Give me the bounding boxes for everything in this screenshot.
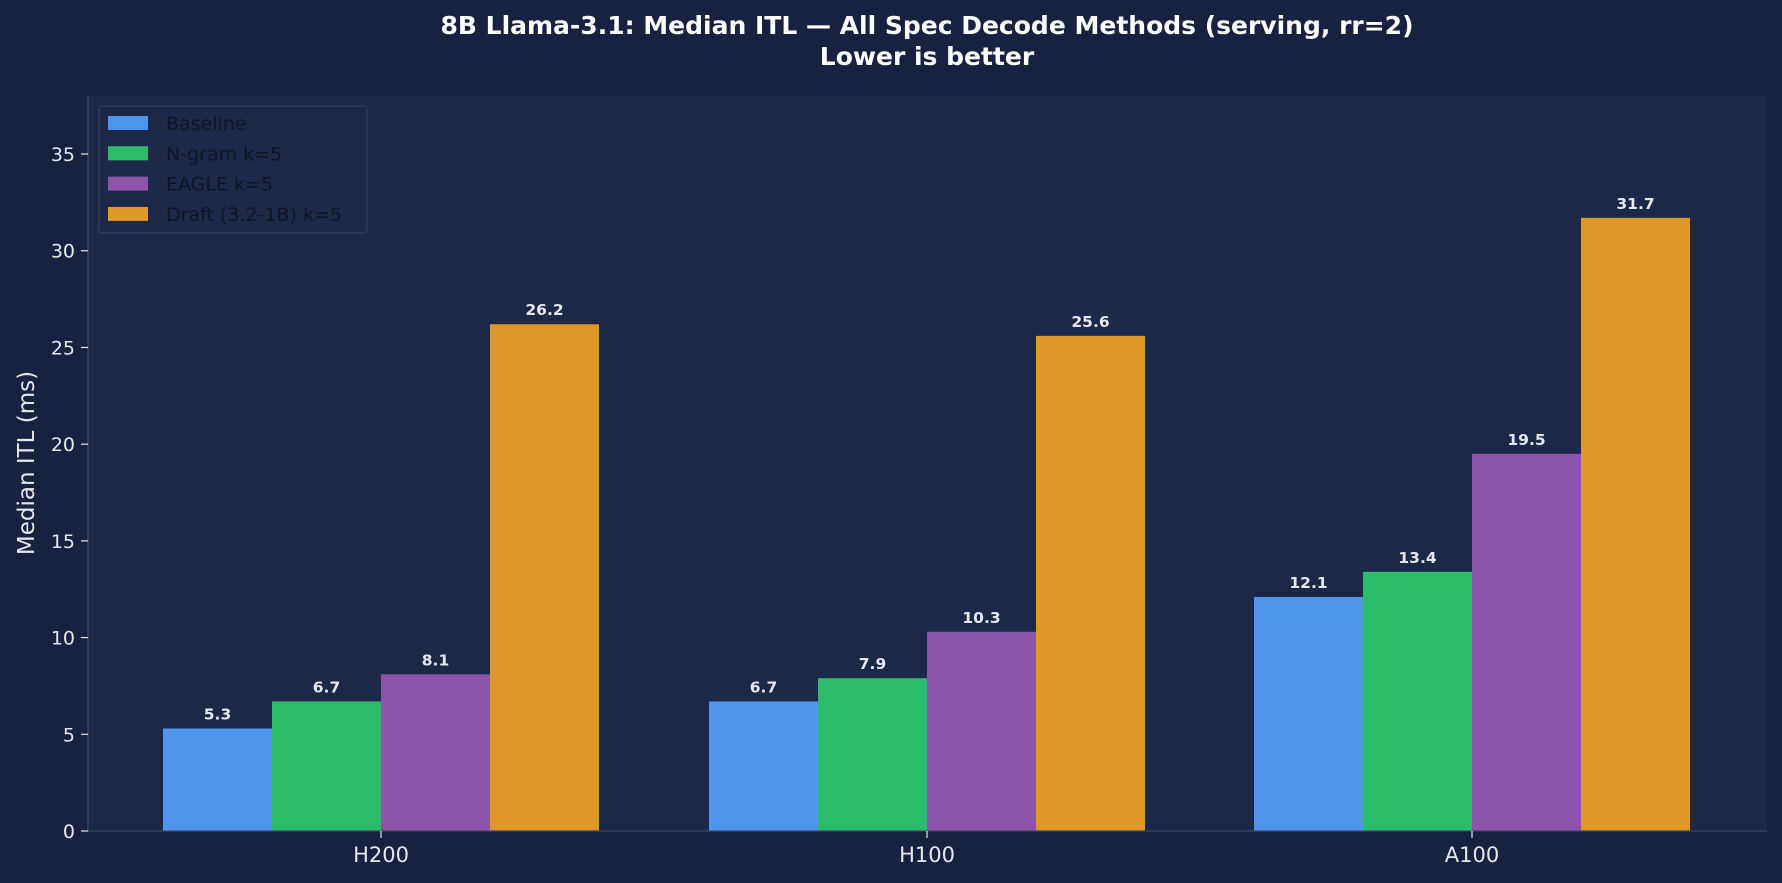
data-label: 26.2 [525, 301, 563, 319]
y-tick-label: 25 [51, 337, 75, 359]
chart-title: 8B Llama-3.1: Median ITL — All Spec Deco… [440, 11, 1413, 40]
y-ticks-group: 0 5 10 15 20 25 30 35 [51, 144, 88, 843]
chart-subtitle: Lower is better [820, 42, 1035, 71]
data-label: 5.3 [204, 705, 231, 723]
data-label: 13.4 [1398, 549, 1436, 567]
bar-h200-series-3 [490, 324, 599, 831]
legend-box [98, 105, 368, 234]
x-ticks-group: H200 H100 A100 [353, 831, 1499, 867]
legend-swatch-3 [108, 206, 148, 221]
bar-a100-series-1 [1363, 571, 1472, 831]
bar-h100-series-0 [709, 701, 818, 831]
data-label: 19.5 [1507, 431, 1545, 449]
y-tick-label: 15 [51, 531, 75, 553]
legend-swatch-2 [108, 176, 148, 191]
bar-h100-series-2 [927, 631, 1036, 831]
bar-h100-series-3 [1036, 335, 1145, 831]
bar-a100-series-0 [1254, 596, 1363, 831]
legend-swatch-0 [108, 116, 148, 130]
data-label: 6.7 [750, 678, 777, 696]
bar-h100-series-1 [818, 678, 927, 831]
bar-h200-series-1 [272, 701, 381, 831]
y-tick-label: 0 [63, 821, 75, 843]
legend: Baseline N-gram k=5 EAGLE k=5 Draft (3.2-1B… [98, 105, 368, 234]
legend-swatch-1 [108, 146, 148, 161]
data-labels-group: 5.3 6.7 12.1 6.7 7.9 13.4 8.1 10.3 19.5 26.2 25.6 3… [204, 195, 1655, 724]
bar-a100-series-2 [1472, 453, 1581, 831]
data-label: 6.7 [313, 678, 340, 696]
x-tick-label-a100: A100 [1445, 843, 1499, 867]
bar-h200-series-2 [381, 674, 490, 831]
legend-label-2: EAGLE k=5 [166, 174, 273, 196]
x-tick-label-h200: H200 [353, 843, 409, 867]
data-label: 10.3 [962, 609, 1000, 627]
legend-label-0: Baseline [166, 113, 247, 135]
y-tick-label: 35 [51, 144, 75, 166]
data-label: 7.9 [859, 655, 886, 673]
bar-a100-series-3 [1581, 217, 1690, 831]
y-tick-label: 10 [51, 628, 75, 650]
legend-label-1: N-gram k=5 [166, 143, 282, 165]
y-tick-label: 5 [63, 724, 75, 746]
data-label: 31.7 [1616, 195, 1654, 213]
y-axis-label: Median ITL (ms) [14, 371, 40, 555]
x-tick-label-h100: H100 [899, 843, 955, 867]
data-label: 25.6 [1071, 313, 1109, 331]
legend-label-3: Draft (3.2-1B) k=5 [166, 204, 342, 226]
bars-group [163, 217, 1690, 831]
y-tick-label: 30 [51, 241, 75, 263]
data-label: 12.1 [1289, 574, 1327, 592]
y-tick-label: 20 [51, 434, 75, 456]
bar-h200-series-0 [163, 728, 272, 831]
data-label: 8.1 [422, 651, 449, 669]
